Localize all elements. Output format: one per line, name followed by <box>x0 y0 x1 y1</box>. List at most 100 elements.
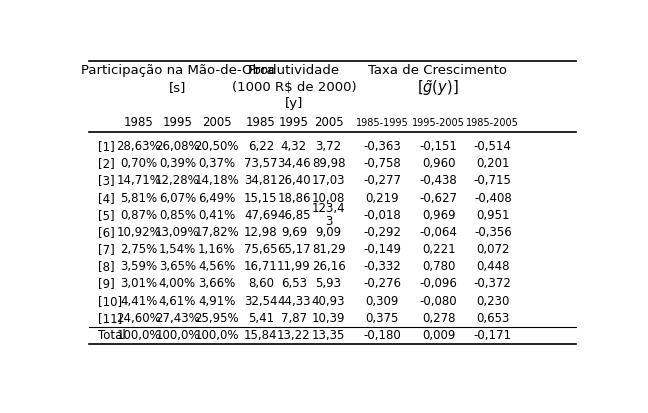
Text: 4,00%: 4,00% <box>159 278 196 290</box>
Text: 0,39%: 0,39% <box>159 157 196 170</box>
Text: 13,09%: 13,09% <box>155 226 200 239</box>
Text: [11]: [11] <box>98 312 122 325</box>
Text: 0,219: 0,219 <box>365 192 399 204</box>
Text: 0,969: 0,969 <box>422 209 456 222</box>
Text: -0,356: -0,356 <box>474 226 512 239</box>
Text: 32,54: 32,54 <box>244 294 277 308</box>
Text: 3,66%: 3,66% <box>198 278 235 290</box>
Text: [3]: [3] <box>98 174 114 188</box>
Text: 1,16%: 1,16% <box>198 243 235 256</box>
Text: -0,372: -0,372 <box>474 278 512 290</box>
Text: 6,22: 6,22 <box>248 140 274 153</box>
Text: 1995-2005: 1995-2005 <box>412 118 465 128</box>
Text: 100,0%: 100,0% <box>194 329 239 342</box>
Text: 75,65: 75,65 <box>244 243 277 256</box>
Text: 44,33: 44,33 <box>277 294 310 308</box>
Text: 3,72: 3,72 <box>316 140 341 153</box>
Text: 34,46: 34,46 <box>277 157 311 170</box>
Text: 2,75%: 2,75% <box>120 243 157 256</box>
Text: -0,151: -0,151 <box>420 140 457 153</box>
Text: 25,95%: 25,95% <box>194 312 239 325</box>
Text: 26,08%: 26,08% <box>155 140 200 153</box>
Text: -0,363: -0,363 <box>364 140 401 153</box>
Text: 6,53: 6,53 <box>281 278 307 290</box>
Text: 0,37%: 0,37% <box>198 157 235 170</box>
Text: 81,29: 81,29 <box>312 243 345 256</box>
Text: 26,40: 26,40 <box>277 174 311 188</box>
Text: [10]: [10] <box>98 294 122 308</box>
Text: 100,0%: 100,0% <box>117 329 161 342</box>
Text: 6,49%: 6,49% <box>198 192 235 204</box>
Text: 14,18%: 14,18% <box>194 174 239 188</box>
Text: 5,41: 5,41 <box>248 312 274 325</box>
Text: -0,758: -0,758 <box>364 157 401 170</box>
Text: [$\tilde{g}(y)$]: [$\tilde{g}(y)$] <box>417 78 458 97</box>
Text: 8,60: 8,60 <box>248 278 274 290</box>
Text: 0,951: 0,951 <box>476 209 509 222</box>
Text: 0,70%: 0,70% <box>120 157 157 170</box>
Text: 40,93: 40,93 <box>312 294 345 308</box>
Text: [y]: [y] <box>284 97 303 110</box>
Text: Participação na Mão-de-Obra: Participação na Mão-de-Obra <box>80 64 274 77</box>
Text: 24,60%: 24,60% <box>117 312 161 325</box>
Text: [9]: [9] <box>98 278 114 290</box>
Text: 0,072: 0,072 <box>476 243 509 256</box>
Text: 3,59%: 3,59% <box>120 260 157 273</box>
Text: 1985: 1985 <box>246 116 275 129</box>
Text: -0,180: -0,180 <box>364 329 401 342</box>
Text: 65,17: 65,17 <box>277 243 311 256</box>
Text: 1985-2005: 1985-2005 <box>467 118 519 128</box>
Text: 3,01%: 3,01% <box>120 278 157 290</box>
Text: -0,171: -0,171 <box>474 329 512 342</box>
Text: 0,009: 0,009 <box>422 329 456 342</box>
Text: 26,16: 26,16 <box>312 260 345 273</box>
Text: 0,230: 0,230 <box>476 294 509 308</box>
Text: -0,627: -0,627 <box>419 192 457 204</box>
Text: 123,4
3: 123,4 3 <box>312 202 345 228</box>
Text: 28,63%: 28,63% <box>117 140 161 153</box>
Text: 13,22: 13,22 <box>277 329 311 342</box>
Text: 20,50%: 20,50% <box>194 140 239 153</box>
Text: [8]: [8] <box>98 260 114 273</box>
Text: 10,08: 10,08 <box>312 192 345 204</box>
Text: Produtividade: Produtividade <box>248 64 340 77</box>
Text: 10,92%: 10,92% <box>117 226 161 239</box>
Text: [1]: [1] <box>98 140 114 153</box>
Text: 0,448: 0,448 <box>476 260 509 273</box>
Text: 15,15: 15,15 <box>244 192 277 204</box>
Text: 10,39: 10,39 <box>312 312 345 325</box>
Text: 4,56%: 4,56% <box>198 260 235 273</box>
Text: -0,080: -0,080 <box>420 294 457 308</box>
Text: 73,57: 73,57 <box>244 157 277 170</box>
Text: -0,096: -0,096 <box>420 278 457 290</box>
Text: 89,98: 89,98 <box>312 157 345 170</box>
Text: -0,292: -0,292 <box>364 226 401 239</box>
Text: [2]: [2] <box>98 157 114 170</box>
Text: -0,715: -0,715 <box>474 174 512 188</box>
Text: 12,98: 12,98 <box>244 226 277 239</box>
Text: 6,07%: 6,07% <box>159 192 196 204</box>
Text: [7]: [7] <box>98 243 114 256</box>
Text: [s]: [s] <box>168 81 186 94</box>
Text: -0,276: -0,276 <box>364 278 401 290</box>
Text: 46,85: 46,85 <box>277 209 310 222</box>
Text: -0,149: -0,149 <box>364 243 401 256</box>
Text: [5]: [5] <box>98 209 114 222</box>
Text: (1000 R$ de 2000): (1000 R$ de 2000) <box>231 81 356 94</box>
Text: 16,71: 16,71 <box>244 260 277 273</box>
Text: 27,43%: 27,43% <box>155 312 200 325</box>
Text: 5,81%: 5,81% <box>120 192 157 204</box>
Text: 15,84: 15,84 <box>244 329 277 342</box>
Text: 0,653: 0,653 <box>476 312 509 325</box>
Text: 1995: 1995 <box>163 116 192 129</box>
Text: [4]: [4] <box>98 192 114 204</box>
Text: 0,87%: 0,87% <box>120 209 157 222</box>
Text: 2005: 2005 <box>202 116 231 129</box>
Text: 0,221: 0,221 <box>422 243 456 256</box>
Text: 1995: 1995 <box>279 116 309 129</box>
Text: 14,71%: 14,71% <box>116 174 161 188</box>
Text: 9,09: 9,09 <box>316 226 341 239</box>
Text: -0,438: -0,438 <box>420 174 457 188</box>
Text: 3,65%: 3,65% <box>159 260 196 273</box>
Text: Total: Total <box>98 329 125 342</box>
